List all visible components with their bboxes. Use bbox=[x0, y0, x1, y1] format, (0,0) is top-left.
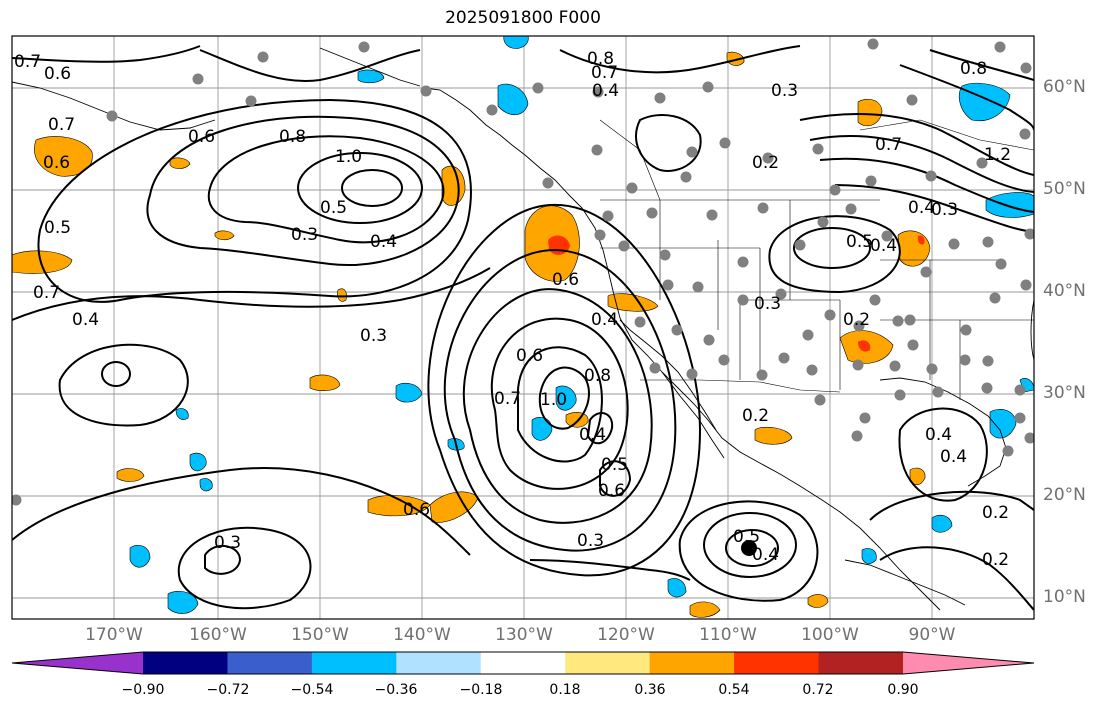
contour-label: 0.6 bbox=[552, 270, 579, 290]
positive-shading bbox=[12, 51, 931, 618]
station-dots bbox=[12, 38, 1034, 506]
contour-label: 0.5 bbox=[846, 232, 873, 252]
contour-label: 0.6 bbox=[516, 346, 543, 366]
contour-label: 0.7 bbox=[33, 283, 60, 303]
colorbar-tick-label: −0.18 bbox=[459, 682, 503, 698]
colorbar-tick-label: −0.54 bbox=[290, 682, 334, 698]
colorbar-tick-label: 0.72 bbox=[802, 682, 834, 698]
contour-label: 0.3 bbox=[771, 81, 798, 101]
lat-tick: 20°N bbox=[1043, 485, 1086, 505]
lon-tick: 100°W bbox=[801, 625, 859, 645]
contour-lines bbox=[12, 45, 1034, 611]
lon-tick: 170°W bbox=[85, 625, 143, 645]
contour-label: 0.4 bbox=[591, 310, 618, 330]
lat-tick: 50°N bbox=[1043, 179, 1086, 199]
contour-label: 0.3 bbox=[214, 533, 241, 553]
contour-label: 0.3 bbox=[754, 294, 781, 314]
contour-label: 0.4 bbox=[592, 81, 619, 101]
contour-label: 0.2 bbox=[742, 406, 769, 426]
contour-label: 0.4 bbox=[72, 310, 99, 330]
lon-tick: 160°W bbox=[189, 625, 247, 645]
contour-label: 0.6 bbox=[44, 64, 71, 84]
colorbar-segment bbox=[480, 652, 566, 674]
lon-tick: 110°W bbox=[699, 625, 757, 645]
contour-label: 0.5 bbox=[44, 218, 71, 238]
lat-tick: 10°N bbox=[1043, 587, 1086, 607]
colorbar-tick-label: 0.90 bbox=[887, 682, 919, 698]
contour-label: 0.2 bbox=[843, 310, 870, 330]
colorbar-segment bbox=[227, 652, 313, 674]
colorbar-tick-label: −0.36 bbox=[374, 682, 418, 698]
colorbar-tick-label: 0.54 bbox=[718, 682, 750, 698]
contour-label: 0.4 bbox=[908, 198, 935, 218]
colorbar-segment bbox=[734, 652, 820, 674]
contour-label: 1.2 bbox=[984, 145, 1011, 165]
contour-label: 0.5 bbox=[733, 527, 760, 547]
lon-tick: 130°W bbox=[495, 625, 553, 645]
contour-label: 0.4 bbox=[370, 232, 397, 252]
negative-shading bbox=[129, 36, 1034, 614]
lat-tick: 40°N bbox=[1043, 281, 1086, 301]
contour-label: 0.4 bbox=[940, 447, 967, 467]
colorbar bbox=[11, 651, 1035, 675]
colorbar-segment bbox=[818, 652, 904, 674]
contour-label: 0.3 bbox=[291, 225, 318, 245]
contour-label: 0.4 bbox=[870, 236, 897, 256]
colorbar-outline bbox=[11, 651, 1035, 675]
contour-label: 0.4 bbox=[579, 425, 606, 445]
contour-label: 0.2 bbox=[752, 153, 779, 173]
contour-label: 0.8 bbox=[960, 59, 987, 79]
lon-tick: 150°W bbox=[291, 625, 349, 645]
colorbar-segment bbox=[565, 652, 651, 674]
colorbar-tick-label: −0.72 bbox=[206, 682, 250, 698]
contour-label: 0.7 bbox=[494, 389, 521, 409]
contour-label: 0.5 bbox=[601, 455, 628, 475]
contour-label: 0.7 bbox=[48, 115, 75, 135]
colorbar-tick-label: −0.90 bbox=[121, 682, 165, 698]
contour-label: 0.7 bbox=[14, 52, 41, 72]
colorbar-tick-label: 0.18 bbox=[549, 682, 581, 698]
contour-label: 0.6 bbox=[403, 500, 430, 520]
map-frame bbox=[11, 35, 1035, 620]
contour-label: 0.3 bbox=[360, 326, 387, 346]
contour-label: 0.8 bbox=[587, 49, 614, 69]
colorbar-extend-min bbox=[12, 652, 143, 674]
contour-label: 0.2 bbox=[982, 503, 1009, 523]
large-station-dot bbox=[741, 540, 757, 556]
colorbar-segment bbox=[396, 652, 482, 674]
contour-label: 0.6 bbox=[43, 153, 70, 173]
map-title: 2025091800 F000 bbox=[445, 8, 601, 28]
lat-tick: 30°N bbox=[1043, 383, 1086, 403]
colorbar-extend-max bbox=[903, 652, 1034, 674]
contour-label: 0.7 bbox=[591, 63, 618, 83]
colorbar-tick-label: 0.36 bbox=[634, 682, 666, 698]
contour-label: 0.2 bbox=[982, 550, 1009, 570]
lon-tick: 120°W bbox=[597, 625, 655, 645]
contour-label: 0.6 bbox=[188, 127, 215, 147]
colorbar-segment bbox=[649, 652, 735, 674]
contour-label: 0.8 bbox=[584, 366, 611, 386]
colorbar-segment bbox=[311, 652, 397, 674]
contour-label: 0.5 bbox=[320, 198, 347, 218]
contour-label: 0.7 bbox=[875, 135, 902, 155]
lat-tick: 60°N bbox=[1043, 77, 1086, 97]
contour-label: 1.0 bbox=[540, 390, 567, 410]
contour-label: 0.3 bbox=[931, 200, 958, 220]
contour-label: 0.6 bbox=[598, 481, 625, 501]
contour-label: 1.0 bbox=[335, 147, 362, 167]
contour-label: 0.8 bbox=[279, 127, 306, 147]
contour-label: 0.3 bbox=[577, 531, 604, 551]
contour-label: 0.4 bbox=[925, 425, 952, 445]
lon-tick: 140°W bbox=[393, 625, 451, 645]
lon-tick: 90°W bbox=[908, 625, 956, 645]
colorbar-segment bbox=[143, 652, 228, 674]
contour-label: 0.4 bbox=[752, 545, 779, 565]
